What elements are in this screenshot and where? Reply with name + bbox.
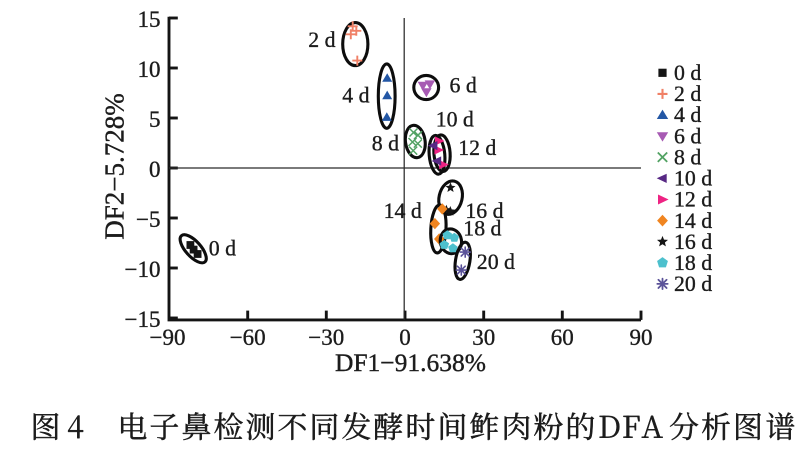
svg-text:0: 0 xyxy=(399,325,411,350)
svg-text:30: 30 xyxy=(472,325,495,350)
svg-text:10: 10 xyxy=(138,57,161,82)
svg-text:18 d: 18 d xyxy=(674,251,712,275)
svg-text:−90: −90 xyxy=(150,325,186,350)
svg-text:0 d: 0 d xyxy=(209,237,236,261)
svg-text:0 d: 0 d xyxy=(674,61,701,85)
svg-text:4 d: 4 d xyxy=(342,84,369,108)
svg-text:−15: −15 xyxy=(125,307,161,332)
svg-text:−10: −10 xyxy=(125,257,161,282)
svg-text:−5: −5 xyxy=(136,207,160,232)
svg-text:15: 15 xyxy=(138,7,161,32)
svg-text:2 d: 2 d xyxy=(308,28,335,52)
svg-text:16 d: 16 d xyxy=(465,199,503,223)
svg-text:6 d: 6 d xyxy=(674,124,701,148)
svg-text:6 d: 6 d xyxy=(450,73,477,97)
svg-text:16 d: 16 d xyxy=(674,230,712,254)
svg-text:10 d: 10 d xyxy=(674,167,712,191)
svg-text:DF2−5.728%: DF2−5.728% xyxy=(100,93,130,239)
svg-text:90: 90 xyxy=(630,325,653,350)
svg-text:18 d: 18 d xyxy=(463,217,501,241)
svg-text:−30: −30 xyxy=(308,325,344,350)
svg-text:10 d: 10 d xyxy=(436,108,474,132)
svg-text:DF1−91.638%: DF1−91.638% xyxy=(335,348,486,377)
svg-text:60: 60 xyxy=(551,325,574,350)
svg-text:20 d: 20 d xyxy=(674,272,712,296)
svg-text:8 d: 8 d xyxy=(372,132,399,156)
svg-text:2 d: 2 d xyxy=(674,82,701,106)
svg-text:12 d: 12 d xyxy=(458,136,496,160)
svg-text:4 d: 4 d xyxy=(674,103,701,127)
svg-text:14 d: 14 d xyxy=(674,209,712,233)
svg-text:14 d: 14 d xyxy=(384,199,422,223)
svg-text:5: 5 xyxy=(149,107,161,132)
svg-text:8 d: 8 d xyxy=(674,145,701,169)
svg-text:0: 0 xyxy=(149,157,161,182)
svg-text:−60: −60 xyxy=(230,325,266,350)
svg-text:12 d: 12 d xyxy=(674,188,712,212)
svg-text:20 d: 20 d xyxy=(477,250,515,274)
